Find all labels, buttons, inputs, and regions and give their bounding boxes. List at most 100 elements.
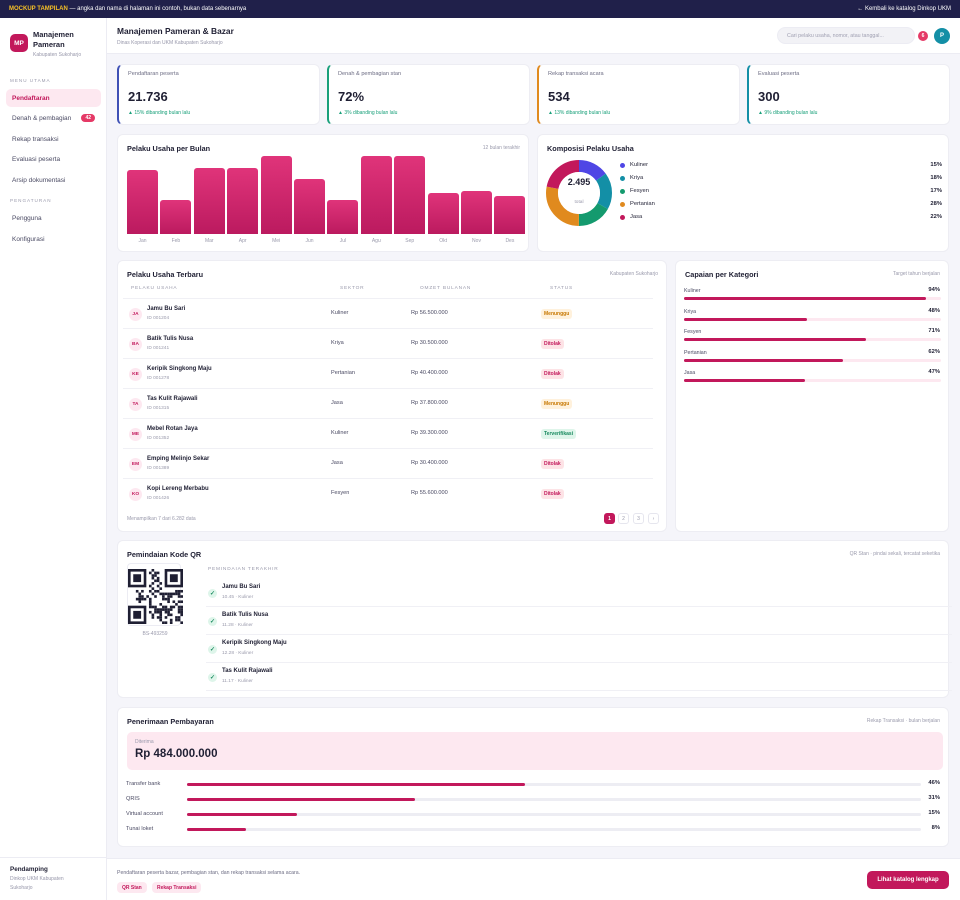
qr-module	[169, 618, 173, 622]
qr-module	[169, 592, 173, 596]
next-page-button[interactable]: ›	[648, 513, 659, 524]
sidebar-item-konfigurasi[interactable]: Konfigurasi	[6, 230, 101, 248]
table-row[interactable]: TA Tas Kulit Rajawali ID 001315 Jasa Rp 37.8…	[123, 388, 653, 418]
sidebar-item-pendaftaran[interactable]: Pendaftaran	[6, 89, 101, 107]
kpi-delta: ▲ 3% dibanding bulan lalu	[338, 110, 398, 116]
notification-badge[interactable]: 6	[918, 31, 928, 41]
brand-title-line2: Pameran	[33, 40, 65, 49]
legend-percent: 18%	[930, 175, 942, 181]
sidebar-item-denah[interactable]: Denah & pembagian 42	[6, 109, 101, 127]
bar-mei	[260, 155, 292, 234]
qr-module	[167, 600, 170, 604]
qr-module	[135, 597, 139, 601]
progress-fill	[684, 297, 926, 300]
table-row[interactable]: KO Kopi Lereng Merbabu ID 001426 Fesyen Rp 5…	[123, 478, 653, 508]
qr-module	[159, 592, 163, 596]
progress-track	[684, 338, 941, 342]
x-tick-label: Agu	[371, 238, 381, 244]
donut-slice-jasa	[546, 160, 612, 226]
payment-fill	[187, 813, 298, 816]
qr-module	[148, 610, 152, 614]
back-to-catalog-link[interactable]: ← Kembali ke katalog Dinkop UKM	[857, 6, 951, 12]
qr-module	[151, 582, 155, 585]
qr-note: QR Stan · pindai sekali, tercatat seketi…	[849, 551, 940, 557]
qr-module	[156, 608, 160, 611]
business-name: Emping Melinjo Sekar	[147, 456, 210, 462]
scan-item[interactable]: ✓ Tas Kulit Rajawali 11.17 · Kuliner	[206, 663, 952, 691]
check-icon: ✓	[208, 617, 217, 626]
table-row[interactable]: EM Emping Melinjo Sekar ID 001389 Jasa Rp 30…	[123, 448, 653, 478]
qr-module	[151, 587, 155, 590]
qr-module	[164, 608, 168, 611]
business-id: ID 001315	[147, 406, 170, 411]
x-tick-label: Apr	[238, 238, 247, 244]
donut-hole	[558, 172, 600, 214]
scan-item[interactable]: ✓ Batik Tulis Nusa 11.28 · Kuliner	[206, 607, 952, 635]
table-row[interactable]: JA Jamu Bu Sari ID 001204 Kuliner Rp 56.500.…	[123, 298, 653, 328]
business-name: Keripik Singkong Maju	[147, 366, 212, 372]
bar-jan	[127, 170, 158, 234]
qr-module	[180, 605, 183, 609]
scan-item[interactable]: ✓ Jamu Bu Sari 10.45 · Kuliner	[206, 579, 952, 607]
business-omzet: Rp 39.300.000	[411, 430, 448, 436]
category-label: Pertanian	[684, 349, 707, 356]
x-tick-label: Feb	[171, 238, 181, 244]
sidebar-item-pengguna[interactable]: Pengguna	[6, 209, 101, 227]
kpi-delta: ▲ 15% dibanding bulan lalu	[128, 110, 191, 116]
chip-qr-stan[interactable]: QR Stan	[117, 882, 147, 893]
qr-module	[154, 574, 157, 577]
scan-item[interactable]: ✓ Keripik Singkong Maju 12.28 · Kuliner	[206, 635, 952, 663]
page-3-button[interactable]: 3	[633, 513, 644, 524]
qr-module	[146, 595, 149, 598]
status-badge: Ditolak	[541, 369, 564, 379]
qr-module	[154, 608, 157, 611]
sidebar-item-arsip[interactable]: Arsip dokumentasi	[6, 171, 101, 189]
search-input[interactable]: Cari pelaku usaha, nomor, atau tanggal..…	[777, 27, 915, 44]
qr-module	[180, 608, 183, 611]
page-2-button[interactable]: 2	[618, 513, 629, 524]
legend-label: Kriya	[630, 175, 644, 181]
qr-module	[167, 608, 170, 611]
scan-business-name: Jamu Bu Sari	[222, 584, 261, 590]
donut-chart	[546, 160, 612, 226]
qr-module	[148, 589, 152, 593]
qr-module	[177, 618, 181, 622]
qr-module	[148, 597, 152, 601]
legend-swatch	[620, 201, 625, 207]
business-name: Batik Tulis Nusa	[147, 336, 194, 342]
qr-scan-card: Pemindaian Kode QR QR Stan · pindai seka…	[117, 540, 952, 698]
bar-jul	[327, 200, 359, 234]
page-1-button[interactable]: 1	[604, 513, 615, 524]
status-badge: Terverifikasi	[541, 429, 577, 439]
scan-meta: 11.17 · Kuliner	[222, 679, 253, 684]
column-header: OMZET BULANAN	[420, 286, 472, 291]
qr-module	[154, 571, 157, 575]
qr-module	[177, 592, 181, 596]
kpi-delta: ▲ 13% dibanding bulan lalu	[548, 110, 611, 116]
chip-rekap-transaksi[interactable]: Rekap Transaksi	[152, 882, 202, 893]
payment-track	[187, 798, 921, 801]
companion-org-line1: Dinkop UKM Kabupaten	[10, 876, 64, 882]
footer-description: Pendaftaran peserta bazar, pembagian sta…	[117, 870, 301, 876]
achievement-card: Capaian per Kategori Target tahun berjal…	[675, 260, 949, 532]
view-catalog-button[interactable]: Lihat katalog lengkap	[867, 871, 949, 889]
page-title: Manajemen Pameran & Bazar	[117, 26, 234, 36]
qr-module	[154, 579, 157, 583]
table-row[interactable]: ME Mebel Rotan Jaya ID 001352 Kuliner Rp 39.…	[123, 418, 653, 448]
category-label: Kriya	[684, 308, 697, 315]
qr-module	[151, 576, 155, 580]
payment-percent: 15%	[928, 810, 940, 816]
sidebar-item-evaluasi[interactable]: Evaluasi peserta	[6, 150, 101, 168]
scan-meta: 12.28 · Kuliner	[222, 651, 254, 656]
avatar[interactable]: P	[934, 28, 950, 44]
sidebar-item-label: Arsip dokumentasi	[12, 176, 66, 184]
legend-percent: 22%	[930, 214, 942, 220]
table-row[interactable]: BA Batik Tulis Nusa ID 001241 Kriya Rp 30.50…	[123, 328, 653, 358]
payment-method-label: Transfer bank	[126, 781, 161, 787]
legend-percent: 17%	[930, 188, 942, 194]
status-badge: Menunggu	[541, 309, 573, 319]
table-row[interactable]: KE Keripik Singkong Maju ID 001278 Pertania…	[123, 358, 653, 388]
sidebar-item-rekap[interactable]: Rekap transaksi	[6, 130, 101, 148]
status-badge: Ditolak	[541, 459, 564, 469]
page-footer: Pendaftaran peserta bazar, pembagian sta…	[107, 858, 960, 900]
